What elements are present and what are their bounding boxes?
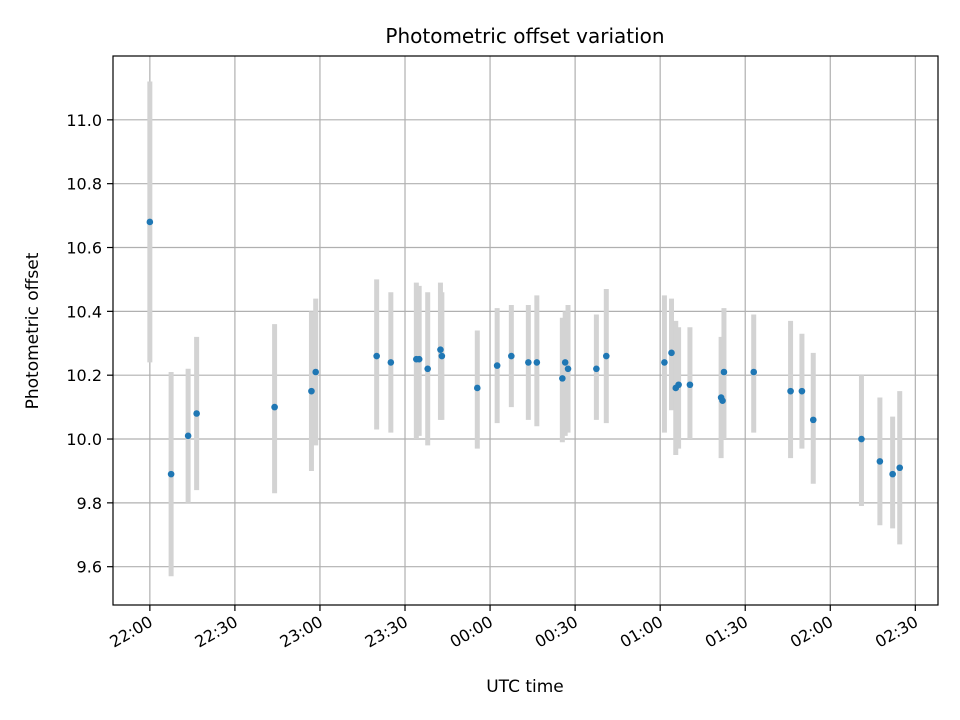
data-point <box>858 435 865 443</box>
data-point <box>809 416 817 424</box>
data-point <box>184 432 192 440</box>
data-point <box>787 387 794 395</box>
data-point <box>271 403 278 411</box>
y-tick-label: 10.2 <box>66 366 102 385</box>
y-tick-label: 10.4 <box>66 302 102 321</box>
data-point <box>593 365 600 373</box>
data-point <box>686 381 694 389</box>
data-point <box>193 410 200 417</box>
data-point <box>750 368 758 376</box>
y-tick-label: 9.8 <box>77 494 102 513</box>
data-point <box>424 365 431 373</box>
data-point <box>564 365 572 373</box>
data-point <box>668 349 675 357</box>
data-point <box>798 387 806 395</box>
data-point <box>889 470 896 478</box>
x-axis-label: UTC time <box>486 677 564 697</box>
data-point <box>415 355 423 363</box>
data-point <box>719 397 726 405</box>
data-point <box>437 346 444 353</box>
data-point <box>533 359 541 366</box>
y-axis-label: Photometric offset <box>23 252 43 409</box>
y-tick-label: 9.6 <box>77 558 102 577</box>
data-point <box>308 387 315 395</box>
data-point <box>146 218 154 226</box>
data-point <box>373 352 380 360</box>
data-point <box>661 359 668 366</box>
data-point <box>525 359 532 366</box>
y-axis: 9.6 9.8 10.0 10.2 10.4 10.6 10.8 11.0 <box>66 111 113 577</box>
data-point <box>876 458 884 465</box>
chart-title: Photometric offset variation <box>385 24 664 48</box>
data-point <box>167 470 175 478</box>
data-point <box>561 359 569 366</box>
data-point <box>602 352 610 360</box>
data-point <box>720 368 728 376</box>
y-tick-label: 10.6 <box>66 239 102 258</box>
data-point <box>493 362 501 369</box>
data-point <box>312 368 320 376</box>
y-tick-label: 10.0 <box>66 430 102 449</box>
data-point <box>675 381 682 389</box>
data-point <box>508 352 515 360</box>
data-point <box>387 359 395 366</box>
data-point <box>896 464 904 472</box>
data-point <box>559 375 566 382</box>
plot-frame <box>112 55 939 606</box>
data-point <box>474 384 481 392</box>
y-tick-label: 10.8 <box>66 175 102 194</box>
data-point <box>438 352 446 360</box>
y-tick-label: 11.0 <box>66 111 102 130</box>
data-points <box>146 218 904 478</box>
